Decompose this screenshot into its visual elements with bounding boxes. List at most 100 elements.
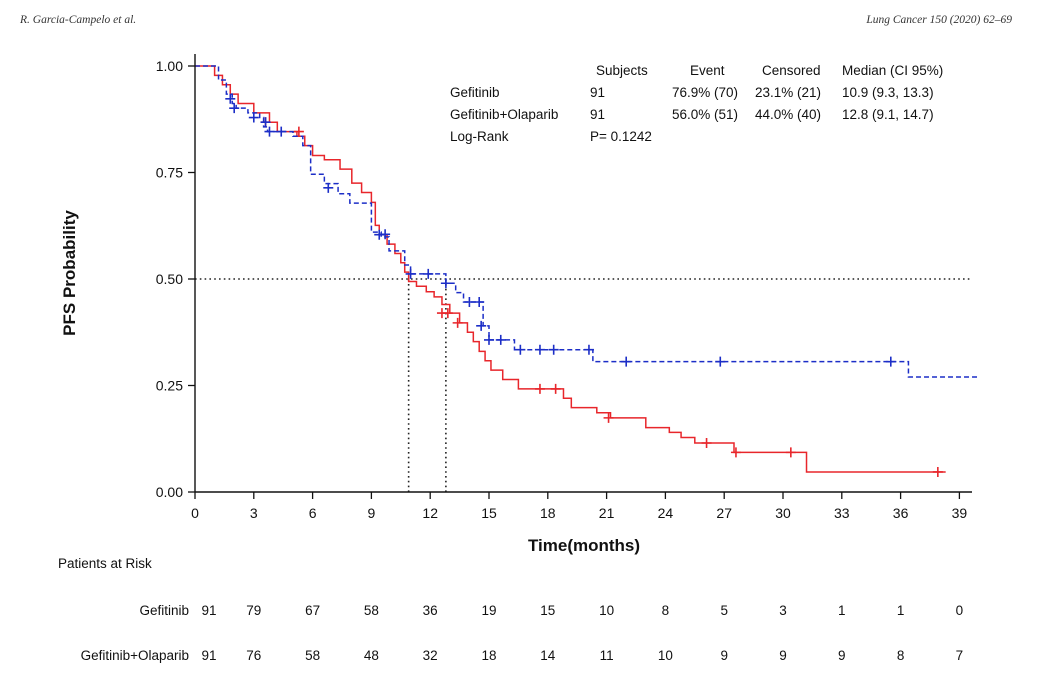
risk-value: 0 xyxy=(956,603,964,618)
x-axis-title: Time(months) xyxy=(528,536,640,555)
summary-row-subjects: 91 xyxy=(590,85,605,100)
risk-value: 11 xyxy=(600,648,614,663)
risk-value: 58 xyxy=(364,603,379,618)
censor-mark-gefitinib xyxy=(442,308,453,319)
summary-header-median: Median (CI 95%) xyxy=(842,63,943,78)
censor-mark-gefitinib xyxy=(785,447,796,458)
y-tick-label: 0.00 xyxy=(156,484,183,500)
series-layer xyxy=(195,65,979,477)
censor-mark-gefitinib-olaparib xyxy=(323,182,334,193)
risk-value: 91 xyxy=(201,603,216,618)
risk-value: 58 xyxy=(305,648,320,663)
censor-mark-gefitinib xyxy=(932,466,943,477)
risk-values: 91 79 67 58 36 19 15 10 8 5 3 1 1 091 76 58 48 32 18 14 11 10… xyxy=(201,603,963,663)
y-tick-label: 0.25 xyxy=(156,378,183,394)
summary-row-censored: 44.0% (40) xyxy=(755,107,821,122)
x-tick-label: 39 xyxy=(952,505,968,521)
y-tick-label: 0.75 xyxy=(156,165,183,181)
risk-value: 9 xyxy=(779,648,787,663)
x-tick-label: 33 xyxy=(834,505,850,521)
logrank-label: Log-Rank xyxy=(450,129,509,144)
summary-header-event: Event xyxy=(690,63,725,78)
risk-value: 14 xyxy=(540,648,556,663)
risk-value: 3 xyxy=(779,603,787,618)
censor-mark-gefitinib-olaparib xyxy=(484,334,494,345)
censor-mark-gefitinib-olaparib xyxy=(621,356,632,367)
censor-mark-gefitinib-olaparib xyxy=(476,320,487,331)
risk-value: 5 xyxy=(720,603,728,618)
logrank-value: P= 0.1242 xyxy=(590,129,652,144)
x-tick-label: 3 xyxy=(250,505,258,521)
censor-mark-gefitinib-olaparib xyxy=(495,334,506,345)
summary-row-median: 12.8 (9.1, 14.7) xyxy=(842,107,934,122)
running-header-journal: Lung Cancer 150 (2020) 62–69 xyxy=(866,14,1012,26)
risk-value: 9 xyxy=(720,648,728,663)
y-axis-title: PFS Probability xyxy=(60,210,79,336)
y-tick-label: 0.50 xyxy=(156,271,183,287)
censor-mark-gefitinib-olaparib xyxy=(534,344,545,355)
risk-value: 8 xyxy=(662,603,670,618)
censor-mark-gefitinib-olaparib xyxy=(715,356,726,367)
x-tick-label: 18 xyxy=(540,505,556,521)
risk-value: 79 xyxy=(246,603,261,618)
y-tick-label: 1.00 xyxy=(156,58,183,74)
censor-mark-gefitinib-olaparib xyxy=(248,112,259,123)
risk-value: 15 xyxy=(540,603,555,618)
x-tick-label: 30 xyxy=(775,505,791,521)
y-tick-labels: 0.00 0.25 0.50 0.75 1.00 xyxy=(156,58,183,500)
summary-row-median: 10.9 (9.3, 13.3) xyxy=(842,85,934,100)
risk-row-label: Gefitinib xyxy=(139,603,189,618)
risk-value: 32 xyxy=(423,648,438,663)
censor-mark-gefitinib-olaparib xyxy=(260,117,271,128)
censor-mark-gefitinib-olaparib xyxy=(423,268,434,279)
series-gefitinib-olaparib-curve xyxy=(195,65,979,378)
censor-mark-gefitinib-olaparib xyxy=(440,278,451,289)
censor-mark-gefitinib-olaparib xyxy=(229,103,240,114)
censor-mark-gefitinib-olaparib xyxy=(264,126,275,137)
risk-table-title: Patients at Risk xyxy=(58,556,152,571)
x-tick-label: 6 xyxy=(309,505,317,521)
series-gefitinib-curve xyxy=(195,65,946,473)
x-tick-labels: 0 3 6 9 12 15 18 21 24 27 30 33 36 39 xyxy=(191,505,967,521)
risk-value: 91 xyxy=(201,648,216,663)
censor-mark-gefitinib-olaparib xyxy=(276,126,287,137)
x-tick-label: 21 xyxy=(599,505,615,521)
x-tick-label: 12 xyxy=(422,505,438,521)
censor-mark-gefitinib-olaparib xyxy=(464,297,475,308)
risk-value: 8 xyxy=(897,648,905,663)
risk-table: Patients at Risk Gefitinib Gefitinib+Ola… xyxy=(58,556,963,663)
x-tick-label: 9 xyxy=(368,505,376,521)
x-tick-label: 0 xyxy=(191,505,199,521)
censor-mark-gefitinib-olaparib xyxy=(583,344,594,355)
x-tick-label: 27 xyxy=(716,505,732,521)
censor-mark-gefitinib-olaparib xyxy=(548,344,559,355)
summary-header-subjects: Subjects xyxy=(596,63,648,78)
censor-mark-gefitinib xyxy=(534,383,545,394)
summary-row-censored: 23.1% (21) xyxy=(755,85,821,100)
summary-row-label: Gefitinib xyxy=(450,85,500,100)
x-tick-label: 15 xyxy=(481,505,497,521)
risk-value: 76 xyxy=(246,648,261,663)
censor-mark-gefitinib xyxy=(452,317,463,328)
censor-mark-gefitinib xyxy=(701,438,712,449)
censor-mark-gefitinib-olaparib xyxy=(405,268,416,279)
summary-row-event: 56.0% (51) xyxy=(672,107,738,122)
risk-value: 7 xyxy=(956,648,964,663)
summary-header-censored: Censored xyxy=(762,63,821,78)
risk-value: 18 xyxy=(481,648,496,663)
censor-mark-gefitinib xyxy=(730,447,741,458)
risk-value: 1 xyxy=(838,603,846,618)
censor-mark-gefitinib-olaparib xyxy=(225,93,236,104)
risk-row-label: Gefitinib+Olaparib xyxy=(81,648,189,663)
x-tick-label: 36 xyxy=(893,505,909,521)
censor-mark-gefitinib xyxy=(550,383,561,394)
risk-value: 10 xyxy=(658,648,673,663)
censor-mark-gefitinib-olaparib xyxy=(474,297,485,308)
risk-value: 48 xyxy=(364,648,379,663)
censor-mark-gefitinib-olaparib xyxy=(380,229,391,240)
summary-row-label: Gefitinib+Olaparib xyxy=(450,107,558,122)
censor-mark-gefitinib xyxy=(603,412,614,423)
risk-value: 36 xyxy=(423,603,438,618)
censor-mark-gefitinib xyxy=(293,126,304,137)
